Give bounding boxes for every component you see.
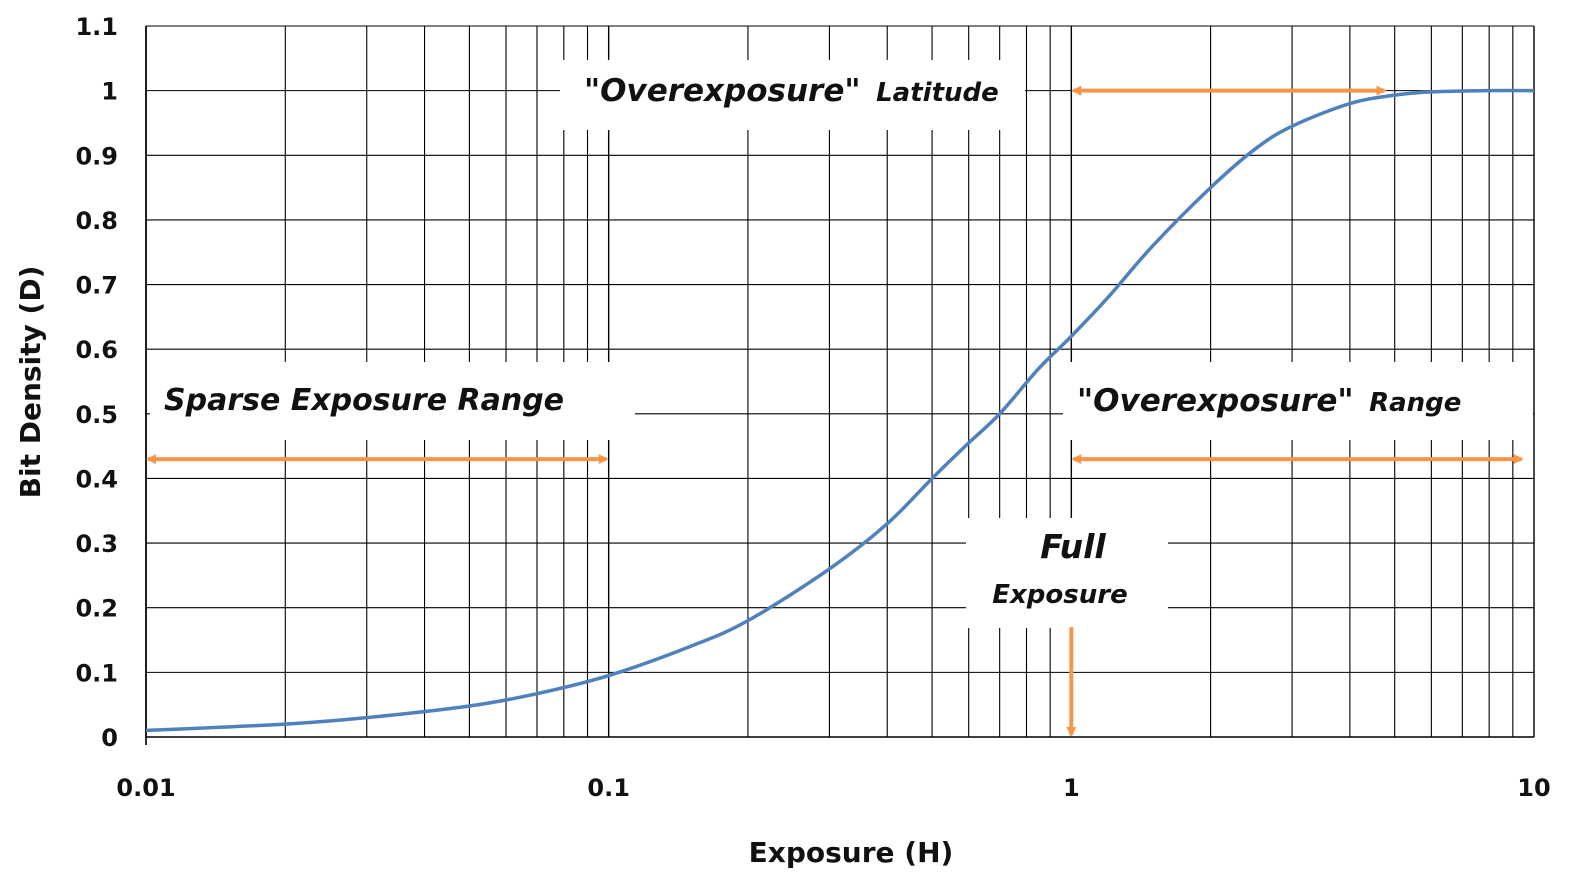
y-tick-label: 0.8 [75, 207, 118, 235]
x-tick-label: 0.1 [587, 774, 630, 802]
y-tick-label: 0.2 [75, 595, 118, 623]
annotation-overexposure-latitude: "Overexposure" Latitude [584, 73, 999, 109]
annotation-overexposure-latitude-word: Latitude [876, 78, 999, 108]
svg-text:"Overexposure" Latitude: "Overexposure" Latitude [584, 73, 999, 109]
annotation-overexposure-latitude-box [560, 60, 1025, 130]
annotation-overexposure-range-word: Range [1369, 388, 1461, 418]
annotation-full-exposure-line1: Full [1040, 527, 1106, 566]
annotation-full-exposure-box [966, 518, 1168, 628]
annotation-overexposure-range-box [1063, 362, 1533, 440]
annotation-boxes [150, 60, 1533, 628]
x-tick-label: 1 [1063, 774, 1080, 802]
annotation-overexposure-latitude-quote: "Overexposure" [584, 73, 861, 109]
x-tick-label: 10 [1517, 774, 1550, 802]
arrow-layer [146, 85, 1524, 737]
svg-text:"Overexposure" Range: "Overexposure" Range [1077, 383, 1461, 419]
annotation-sparse-exposure-range-label: Sparse Exposure Range [164, 383, 564, 418]
x-axis-title: Exposure (H) [749, 836, 954, 869]
annotation-full-exposure: Full Exposure [992, 527, 1127, 610]
curve-layer [145, 88, 1535, 733]
annotation-sparse-exposure-range-box [150, 362, 635, 440]
annotation-overexposure-range-quote: "Overexposure" [1077, 383, 1354, 419]
annotation-overexposure-range: "Overexposure" Range [1077, 383, 1461, 419]
annotation-sparse-exposure-range: Sparse Exposure Range [164, 383, 564, 418]
y-tick-label: 0.9 [75, 142, 118, 170]
x-tick-label: 0.01 [116, 774, 175, 802]
y-tick-label: 0.3 [75, 530, 118, 558]
y-tick-label: 0.5 [75, 401, 118, 429]
y-tick-label: 0.6 [75, 336, 118, 364]
tick-labels: 0 0.1 0.2 0.3 0.4 0.5 0.6 0.7 0.8 0.9 1 1.1 0.01 0.1 1… [75, 13, 1550, 802]
y-tick-label: 1 [101, 78, 118, 106]
y-tick-label: 0 [101, 724, 118, 752]
y-tick-label: 0.4 [75, 465, 118, 493]
y-tick-label: 0.1 [75, 659, 118, 687]
density-curve [145, 88, 1535, 733]
annotation-full-exposure-line2: Exposure [992, 580, 1127, 610]
y-tick-label: 0.7 [75, 272, 118, 300]
y-axis-title: Bit Density (D) [14, 266, 47, 499]
y-tick-label: 1.1 [75, 13, 118, 41]
